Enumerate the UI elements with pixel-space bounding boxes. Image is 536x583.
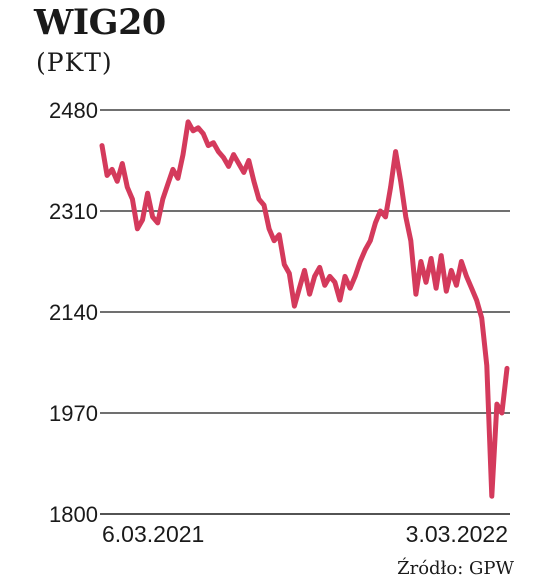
series-line-layer bbox=[99, 119, 510, 499]
x-tick-label-start: 6.03.2021 bbox=[102, 521, 204, 547]
y-axis-ticks: 2480 2310 2140 1970 1800 bbox=[49, 98, 98, 527]
y-tick-label: 1970 bbox=[49, 401, 98, 426]
chart-subtitle: (PKT) bbox=[36, 48, 113, 77]
y-tick-label: 1800 bbox=[49, 502, 98, 527]
series-line bbox=[99, 119, 510, 499]
source-note: Źródło: GPW bbox=[397, 558, 514, 579]
x-tick-label-end: 3.03.2022 bbox=[406, 521, 508, 547]
x-axis-ticks: 6.03.2021 3.03.2022 bbox=[102, 521, 508, 547]
y-tick-label: 2480 bbox=[49, 98, 98, 123]
chart-title: WIG20 bbox=[34, 2, 166, 43]
grid-lines bbox=[100, 109, 510, 414]
y-tick-label: 2140 bbox=[49, 300, 98, 325]
y-tick-label: 2310 bbox=[49, 199, 98, 224]
